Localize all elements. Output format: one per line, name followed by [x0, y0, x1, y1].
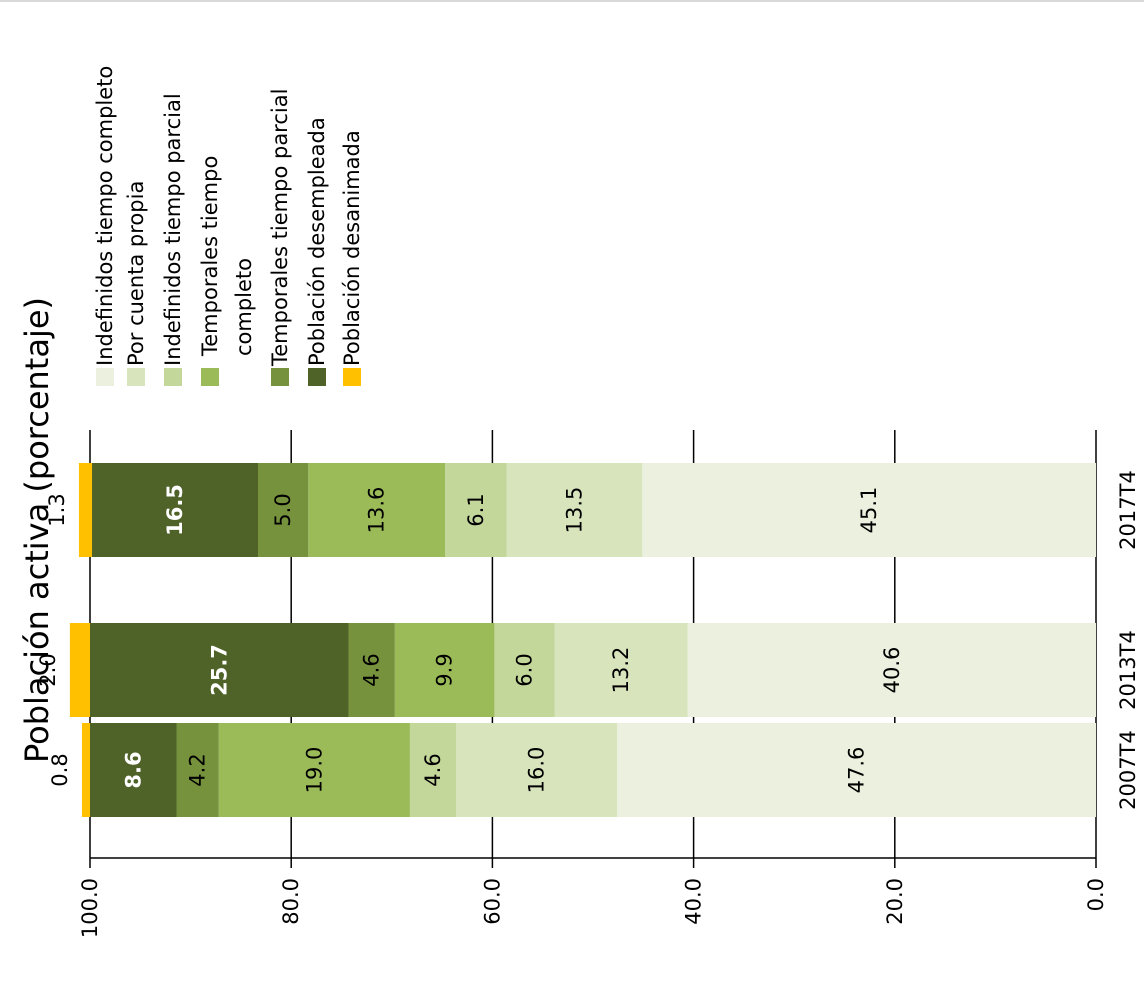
- legend: Indefinidos tiempo completo Por cuenta pr…: [93, 66, 364, 386]
- bar-segment: [642, 463, 1096, 557]
- data-label: 2.0: [36, 653, 60, 686]
- chart-title: Población activa (porcentaje): [18, 297, 56, 763]
- legend-label: Temporales tiempo parcial: [268, 89, 292, 367]
- legend-label: Población desempleada: [305, 117, 329, 366]
- data-label: 1.3: [45, 493, 69, 526]
- legend-swatch: [201, 368, 219, 386]
- bar-segment: [617, 723, 1096, 817]
- bar-segment: [394, 623, 495, 717]
- data-label: 13.6: [365, 487, 389, 534]
- bar-segment: [90, 723, 177, 817]
- bar-segment: [506, 463, 643, 557]
- data-label: 4.2: [186, 753, 210, 786]
- bar-segment: [348, 623, 395, 717]
- tick-label: 20.0: [883, 878, 907, 925]
- bar-segment: [494, 623, 555, 717]
- data-label: 19.0: [302, 747, 326, 794]
- data-label: 40.6: [880, 647, 904, 694]
- data-label: 16.5: [163, 484, 187, 536]
- bar-segment: [176, 723, 219, 817]
- bar-segment: [308, 463, 446, 557]
- legend-label: Temporales tiempo: [198, 156, 222, 357]
- bar-segment: [92, 463, 259, 557]
- value-axis: 0.0 20.0 40.0 60.0 80.0 100.0: [78, 857, 1108, 938]
- data-label: 9.9: [433, 653, 457, 686]
- bar-segment: [78, 463, 93, 557]
- legend-label: Por cuenta propia: [124, 181, 148, 366]
- data-label: 8.6: [121, 751, 145, 788]
- data-label: 6.1: [464, 493, 488, 526]
- legend-label: Indefinidos tiempo completo: [93, 66, 117, 366]
- data-label: 4.6: [360, 653, 384, 686]
- data-label: 25.7: [207, 644, 231, 696]
- legend-swatch: [308, 368, 326, 386]
- legend-label: completo: [232, 258, 256, 356]
- data-label: 5.0: [271, 493, 295, 526]
- tick-label: 80.0: [279, 878, 303, 925]
- bar-segment: [258, 463, 309, 557]
- tick-label: 60.0: [480, 878, 504, 925]
- legend-swatch: [164, 368, 182, 386]
- bar-segment: [445, 463, 507, 557]
- bar-segment: [687, 623, 1096, 717]
- data-label: 13.5: [562, 487, 586, 534]
- data-label: 16.0: [525, 747, 549, 794]
- tick-label: 40.0: [682, 878, 706, 925]
- legend-label: Indefinidos tiempo parcial: [161, 93, 185, 366]
- bar-segment: [456, 723, 618, 817]
- data-label: 6.0: [513, 653, 537, 686]
- legend-label: Población desanimada: [340, 130, 364, 366]
- category-label: 2017T4: [1116, 470, 1140, 550]
- bar-segment: [69, 623, 90, 717]
- data-label: 13.2: [609, 647, 633, 694]
- category-label: 2013T4: [1116, 630, 1140, 710]
- data-label: 45.1: [857, 487, 881, 534]
- legend-swatch: [96, 368, 114, 386]
- category-label: 2007T4: [1116, 730, 1140, 810]
- bar-segment: [218, 723, 410, 817]
- legend-swatch: [127, 368, 145, 386]
- bar-segment: [554, 623, 688, 717]
- legend-swatch: [271, 368, 289, 386]
- legend-swatch: [343, 368, 361, 386]
- bars: 47.6 16.0 4.6 19.0 4.2 8.6 0.8 40.6 13.2 6.0 9.9 4.…: [36, 463, 1096, 817]
- bar-segment: [409, 723, 457, 817]
- data-label: 47.6: [845, 747, 869, 794]
- tick-label: 100.0: [78, 878, 102, 938]
- data-label: 0.8: [48, 753, 72, 786]
- category-axis: 2007T4 2013T4 2017T4: [1116, 470, 1140, 810]
- bar-segment: [90, 623, 349, 717]
- data-label: 4.6: [421, 753, 445, 786]
- bar-segment: [81, 723, 90, 817]
- tick-label: 0.0: [1084, 878, 1108, 911]
